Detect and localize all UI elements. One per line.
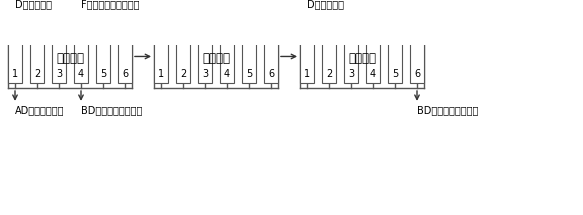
Text: 2: 2: [326, 69, 332, 79]
Text: 第二阶段: 第二阶段: [202, 52, 230, 65]
Text: 3: 3: [348, 69, 354, 79]
Bar: [220, 30, 234, 83]
Text: 2: 2: [34, 69, 40, 79]
Bar: [96, 30, 110, 83]
Bar: [388, 30, 402, 83]
Bar: [322, 30, 336, 83]
Text: 5: 5: [392, 69, 398, 79]
Bar: [264, 30, 278, 83]
Bar: [198, 30, 212, 83]
Text: 5: 5: [100, 69, 106, 79]
Text: 1: 1: [304, 69, 310, 79]
Text: AD（杂糖组分）: AD（杂糖组分）: [15, 105, 65, 115]
Bar: [30, 30, 44, 83]
Bar: [344, 30, 358, 83]
Bar: [74, 30, 88, 83]
Text: 1: 1: [158, 69, 164, 79]
Bar: [176, 30, 190, 83]
Bar: [366, 30, 380, 83]
Text: 3: 3: [56, 69, 62, 79]
Text: 1: 1: [12, 69, 18, 79]
Bar: [118, 30, 132, 83]
Text: 第一阶段: 第一阶段: [56, 52, 84, 65]
Bar: [154, 30, 168, 83]
Text: F（抗性糊精制备液）: F（抗性糊精制备液）: [81, 0, 139, 9]
Text: 6: 6: [414, 69, 420, 79]
Text: 2: 2: [180, 69, 186, 79]
Text: 6: 6: [268, 69, 274, 79]
Bar: [300, 30, 314, 83]
Bar: [242, 30, 256, 83]
Text: 3: 3: [202, 69, 208, 79]
Text: 6: 6: [122, 69, 128, 79]
Bar: [8, 30, 22, 83]
Bar: [410, 30, 424, 83]
Text: 4: 4: [78, 69, 84, 79]
Bar: [52, 30, 66, 83]
Text: BD（抗性糊精组分）: BD（抗性糊精组分）: [81, 105, 142, 115]
Text: D（洗脱剂）: D（洗脱剂）: [15, 0, 52, 9]
Text: BD（抗性糊精组分）: BD（抗性糊精组分）: [417, 105, 479, 115]
Text: D（洗脱剂）: D（洗脱剂）: [307, 0, 344, 9]
Text: 5: 5: [246, 69, 252, 79]
Text: 4: 4: [224, 69, 230, 79]
Text: 4: 4: [370, 69, 376, 79]
Text: 第三阶段: 第三阶段: [348, 52, 376, 65]
